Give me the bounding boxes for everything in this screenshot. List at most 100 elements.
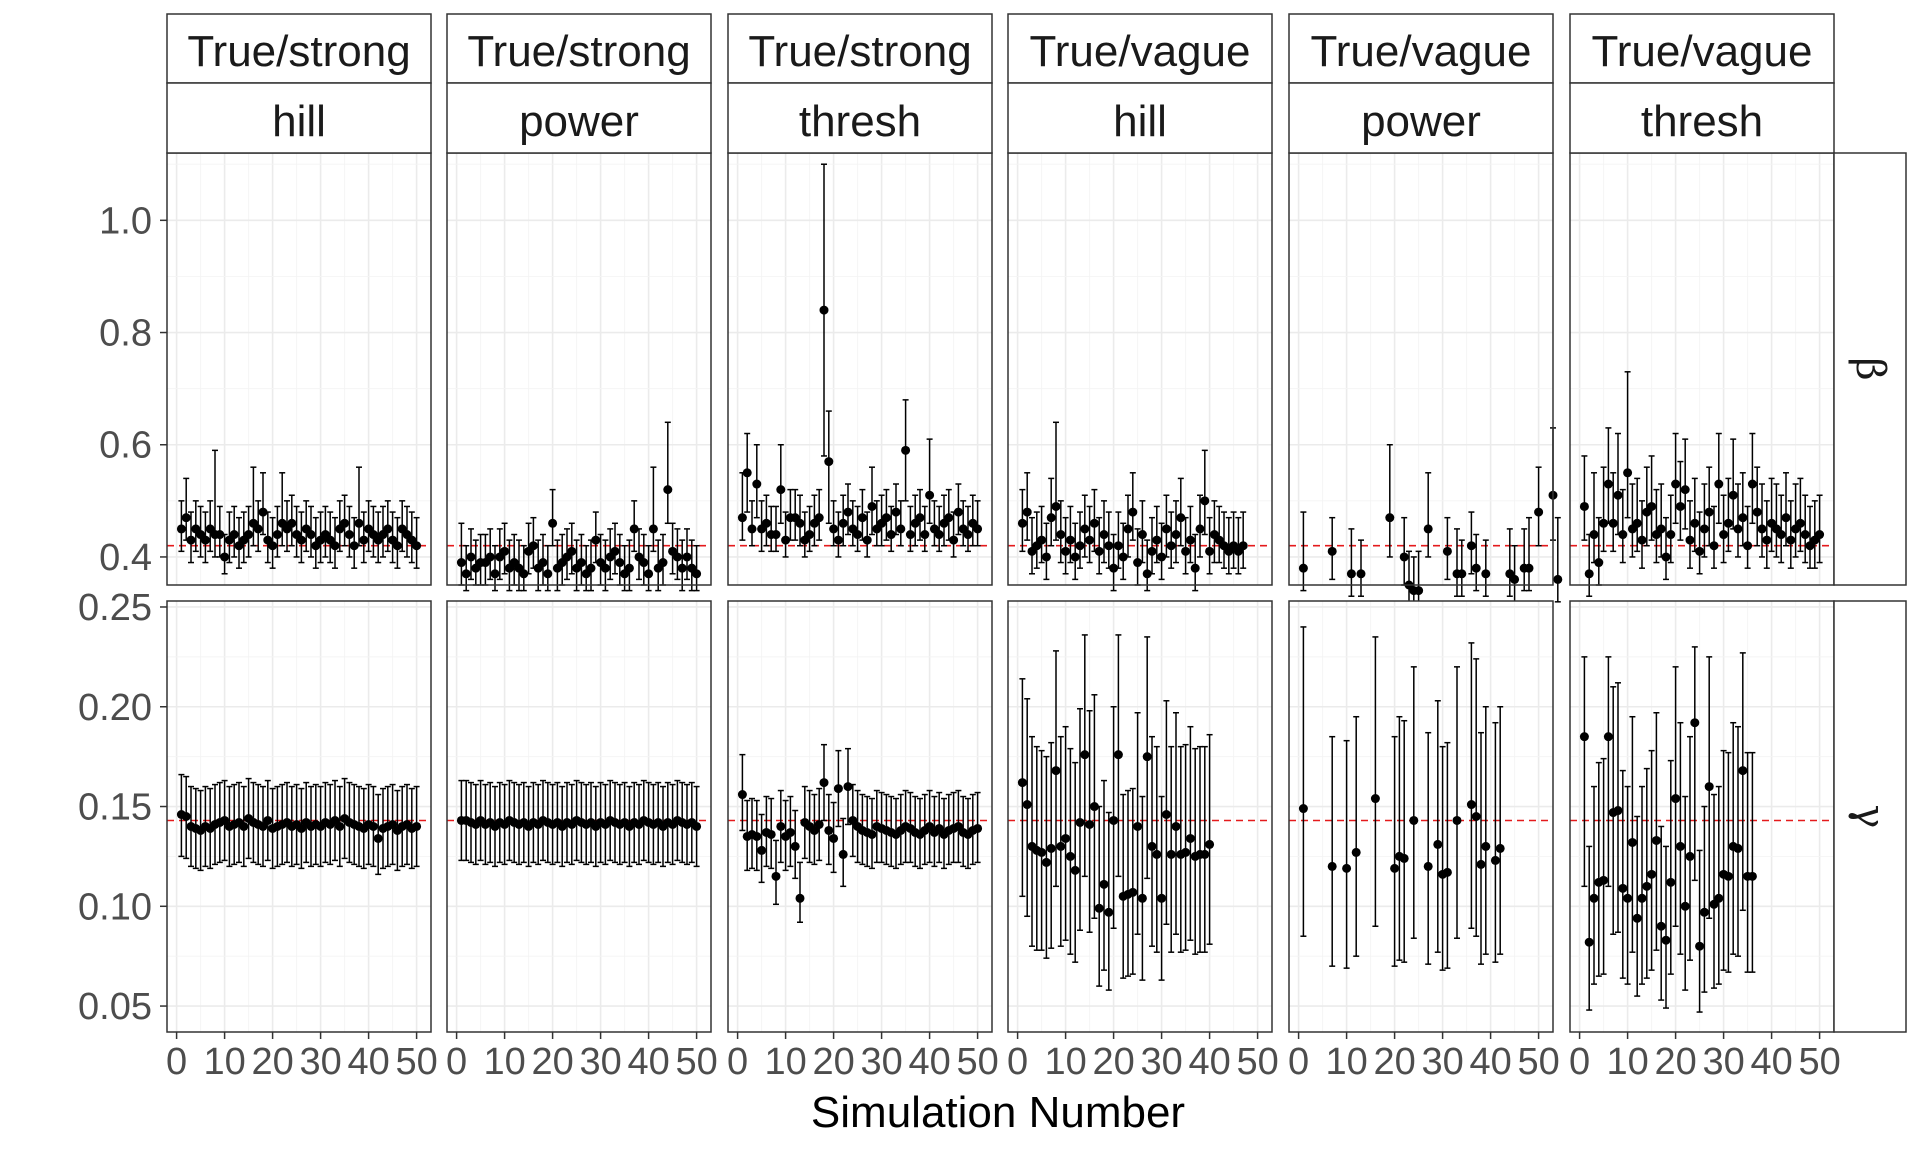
data-point [1166, 541, 1176, 551]
data-point-group [682, 528, 692, 581]
data-point [1466, 541, 1476, 551]
data-point-group [862, 511, 872, 558]
x-tick-label: 40 [627, 1041, 669, 1083]
data-point-group [186, 511, 196, 564]
data-point-group [344, 505, 354, 558]
data-point [1094, 546, 1104, 556]
x-tick-label: 10 [1044, 1041, 1086, 1083]
data-point [1041, 552, 1051, 562]
data-point [776, 485, 786, 495]
data-point [1128, 887, 1138, 897]
data-point-group [752, 799, 762, 872]
data-point [1298, 563, 1308, 573]
data-point [1466, 800, 1476, 810]
data-point [490, 569, 500, 579]
data-point-group [1409, 666, 1419, 939]
x-tick-label: 0 [727, 1041, 748, 1083]
data-point [809, 825, 819, 835]
data-point [1613, 490, 1623, 500]
data-point [349, 541, 359, 551]
data-point-group [1022, 472, 1032, 541]
data-point [639, 558, 649, 568]
data-point-group [1037, 749, 1047, 951]
data-point [373, 833, 383, 843]
data-point [1719, 530, 1729, 540]
data-point-group [624, 539, 634, 592]
data-point-group [677, 539, 687, 592]
data-point-group [1680, 795, 1690, 991]
data-point-group [373, 793, 383, 876]
data-point-group [1675, 460, 1685, 541]
data-point-group [181, 775, 191, 860]
data-point-group [1152, 745, 1162, 953]
data-point [1133, 821, 1143, 831]
data-point-group [277, 472, 287, 547]
data-point [1423, 524, 1433, 534]
x-tick-label: 50 [956, 1041, 998, 1083]
data-point-group [757, 813, 767, 884]
data-point-group [1298, 626, 1308, 937]
x-tick-label: 10 [203, 1041, 245, 1083]
data-point-group [1800, 494, 1810, 564]
data-point [220, 815, 230, 825]
data-point [824, 825, 834, 835]
panel-border [1007, 600, 1273, 1033]
data-point-group [790, 488, 800, 541]
data-point-group [1466, 511, 1476, 575]
data-point [1800, 530, 1810, 540]
data-point [244, 530, 254, 540]
data-point [843, 782, 853, 792]
data-point [543, 569, 553, 579]
data-point [1356, 569, 1366, 579]
data-point-group [1185, 505, 1195, 564]
panel-r1-c5 [1288, 152, 1563, 614]
strip-top-label: True/strong [467, 27, 690, 76]
data-point-group [737, 753, 747, 832]
data-point-group [1080, 634, 1090, 878]
data-point [1490, 855, 1500, 865]
data-point-group [1051, 421, 1061, 541]
strip-bottom-label: thresh [799, 97, 921, 146]
data-point [867, 501, 877, 511]
data-point-group [1181, 516, 1191, 575]
y-tick-label: 0.05 [78, 986, 152, 1028]
panel-background [167, 153, 431, 585]
data-point [1579, 501, 1589, 511]
data-point [672, 552, 682, 562]
data-point-group [287, 494, 297, 547]
data-point [388, 819, 398, 829]
data-point [1051, 766, 1061, 776]
panel-r2-c6 [1569, 600, 1835, 1033]
data-point [776, 821, 786, 831]
data-point-group [672, 528, 682, 581]
data-point-group [785, 795, 795, 868]
data-point [833, 535, 843, 545]
data-point-group [509, 781, 519, 864]
data-point-group [848, 783, 858, 858]
data-point [1733, 843, 1743, 853]
y-tick-label: 0.6 [99, 425, 152, 467]
data-point [1152, 535, 1162, 545]
data-point-group [1298, 511, 1308, 592]
data-point-group [1037, 505, 1047, 564]
data-point [456, 558, 466, 568]
data-point-group [1061, 516, 1071, 575]
data-point [644, 569, 654, 579]
data-point [752, 831, 762, 841]
data-point [1075, 541, 1085, 551]
data-point [925, 490, 935, 500]
data-point-group [591, 511, 601, 564]
y-tick-label: 0.4 [99, 537, 152, 579]
data-point-group [1495, 706, 1505, 955]
data-point-group [1723, 751, 1733, 973]
data-point-group [368, 785, 378, 868]
data-point-group [1147, 516, 1157, 575]
data-point-group [600, 539, 610, 592]
strip-bottom-box [727, 82, 993, 154]
data-point [1704, 507, 1714, 517]
data-point [1747, 479, 1757, 489]
data-point-group [953, 483, 963, 536]
data-point-group [1142, 636, 1152, 880]
data-point-group [1075, 511, 1085, 569]
